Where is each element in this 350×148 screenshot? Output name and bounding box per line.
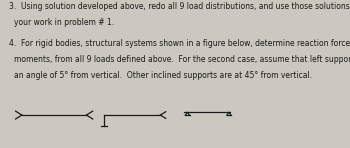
Text: moments, from all 9 loads defined above.  For the second case, assume that left : moments, from all 9 loads defined above.… <box>14 55 350 64</box>
Text: your work in problem # 1.: your work in problem # 1. <box>14 18 114 27</box>
Text: 4.  For rigid bodies, structural systems shown in a figure below, determine reac: 4. For rigid bodies, structural systems … <box>9 39 350 48</box>
Text: an angle of 5° from vertical.  Other inclined supports are at 45° from vertical.: an angle of 5° from vertical. Other incl… <box>14 71 312 80</box>
Text: 3.  Using solution developed above, redo all 9 load distributions, and use those: 3. Using solution developed above, redo … <box>9 2 350 11</box>
